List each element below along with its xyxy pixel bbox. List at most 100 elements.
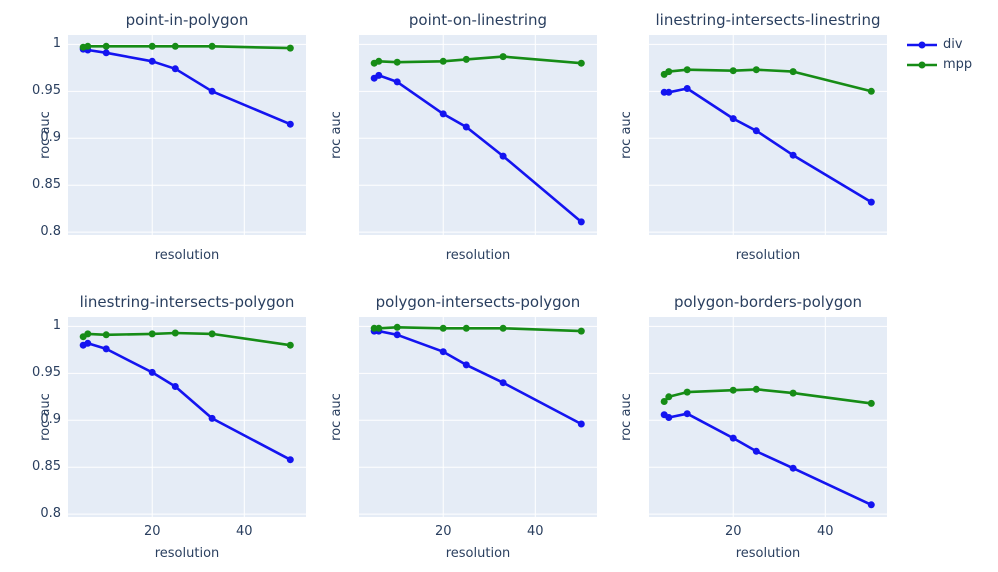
- series-marker-mpp: [683, 66, 691, 74]
- series-marker-div: [462, 361, 470, 369]
- series-marker-div: [789, 464, 797, 472]
- series-marker-mpp: [665, 68, 673, 76]
- legend-item-div[interactable]: div: [906, 35, 972, 55]
- subplot-title: point-in-polygon: [125, 11, 249, 29]
- series-marker-mpp: [208, 42, 216, 50]
- series-marker-mpp: [752, 66, 760, 74]
- series-marker-div: [867, 198, 875, 206]
- legend-item-mpp[interactable]: mpp: [906, 55, 972, 75]
- y-tick-label: 0.8: [40, 224, 61, 240]
- series-marker-div: [375, 71, 383, 79]
- y-axis-title: roc auc: [38, 393, 53, 441]
- series-marker-div: [752, 447, 760, 455]
- series-marker-mpp: [789, 389, 797, 397]
- plot-area-linestring-intersects-linestring[interactable]: [649, 35, 887, 235]
- legend-label-div: div: [943, 37, 963, 52]
- series-marker-div: [577, 420, 585, 428]
- series-marker-mpp: [752, 385, 760, 393]
- y-tick-label: 0.85: [32, 459, 61, 475]
- series-marker-div: [789, 151, 797, 159]
- series-marker-div: [577, 218, 585, 226]
- y-tick-label: 0.9: [40, 412, 61, 428]
- y-axis-title: roc auc: [619, 393, 634, 441]
- series-marker-mpp: [462, 55, 470, 63]
- subplot-linestring-intersects-linestring: linestring-intersects-linestring resoluti…: [619, 11, 887, 263]
- series-marker-div: [393, 78, 401, 86]
- series-marker-mpp: [867, 399, 875, 407]
- series-marker-mpp: [286, 341, 294, 349]
- y-axis-title: roc auc: [329, 111, 344, 159]
- legend-swatch-div-icon: [907, 41, 937, 49]
- plot-area-polygon-borders-polygon[interactable]: [649, 317, 887, 517]
- plot-background: [649, 317, 887, 517]
- x-axis-title: resolution: [735, 248, 801, 263]
- series-marker-div: [84, 339, 92, 347]
- series-marker-mpp: [439, 324, 447, 332]
- series-marker-div: [499, 152, 507, 160]
- plot-background: [649, 35, 887, 235]
- series-marker-mpp: [577, 59, 585, 67]
- plot-area-point-on-linestring[interactable]: [359, 35, 597, 235]
- plot-background: [359, 317, 597, 517]
- subplot-polygon-borders-polygon: polygon-borders-polygon 20 40 resolution roc…: [619, 293, 887, 561]
- series-marker-div: [393, 331, 401, 339]
- plot-area-polygon-intersects-polygon[interactable]: [359, 317, 597, 517]
- subplot-title: linestring-intersects-linestring: [655, 11, 881, 29]
- x-tick-label: 40: [817, 524, 834, 539]
- subplot-point-in-polygon: point-in-polygon 1 0.95 0.9 0.85 0.8 resolutio…: [32, 11, 306, 263]
- y-tick-label: 0.85: [32, 177, 61, 193]
- subplot-point-on-linestring: point-on-linestring resolution roc auc: [329, 11, 597, 263]
- series-marker-mpp: [393, 323, 401, 331]
- series-marker-div: [665, 88, 673, 96]
- y-tick-label: 1: [52, 36, 61, 52]
- series-marker-div: [102, 345, 110, 353]
- series-marker-mpp: [789, 68, 797, 76]
- y-tick-label: 0.8: [40, 506, 61, 522]
- series-marker-mpp: [171, 42, 179, 50]
- series-marker-mpp: [84, 330, 92, 338]
- plot-area-linestring-intersects-polygon[interactable]: [68, 317, 306, 517]
- series-marker-mpp: [84, 42, 92, 50]
- series-marker-mpp: [102, 42, 110, 50]
- series-marker-mpp: [499, 324, 507, 332]
- series-marker-mpp: [729, 386, 737, 394]
- series-marker-mpp: [375, 324, 383, 332]
- plot-area-point-in-polygon[interactable]: [68, 35, 306, 235]
- legend: div mpp: [906, 35, 972, 75]
- series-marker-div: [286, 120, 294, 128]
- series-marker-mpp: [683, 388, 691, 396]
- subplot-linestring-intersects-polygon: linestring-intersects-polygon 1 0.95 0.9 0.8…: [32, 293, 306, 561]
- series-marker-div: [439, 110, 447, 118]
- subplot-title: point-on-linestring: [408, 11, 548, 29]
- legend-swatch-mpp-icon: [907, 61, 937, 69]
- series-marker-div: [148, 57, 156, 65]
- y-axis-title: roc auc: [329, 393, 344, 441]
- x-tick-label: 20: [434, 524, 452, 539]
- x-axis-title: resolution: [154, 546, 220, 561]
- x-axis-title: resolution: [445, 248, 511, 263]
- series-marker-div: [171, 65, 179, 73]
- series-marker-div: [439, 348, 447, 356]
- series-marker-div: [102, 49, 110, 57]
- series-marker-div: [867, 501, 875, 509]
- x-axis-title: resolution: [445, 546, 511, 561]
- series-marker-mpp: [148, 42, 156, 50]
- y-axis-title: roc auc: [619, 111, 634, 159]
- subplot-title: linestring-intersects-polygon: [79, 293, 295, 311]
- x-axis-title: resolution: [735, 546, 801, 561]
- legend-label-mpp: mpp: [943, 57, 973, 72]
- series-marker-mpp: [729, 67, 737, 75]
- y-axis-title: roc auc: [38, 111, 53, 159]
- series-marker-div: [462, 123, 470, 131]
- series-marker-mpp: [375, 57, 383, 65]
- series-marker-mpp: [171, 329, 179, 337]
- series-marker-mpp: [660, 398, 668, 405]
- series-marker-mpp: [439, 57, 447, 65]
- plot-background: [68, 35, 306, 235]
- x-tick-label: 20: [724, 524, 742, 539]
- series-marker-div: [286, 456, 294, 464]
- series-marker-div: [683, 410, 691, 418]
- series-marker-mpp: [499, 53, 507, 61]
- x-tick-label: 20: [143, 524, 161, 539]
